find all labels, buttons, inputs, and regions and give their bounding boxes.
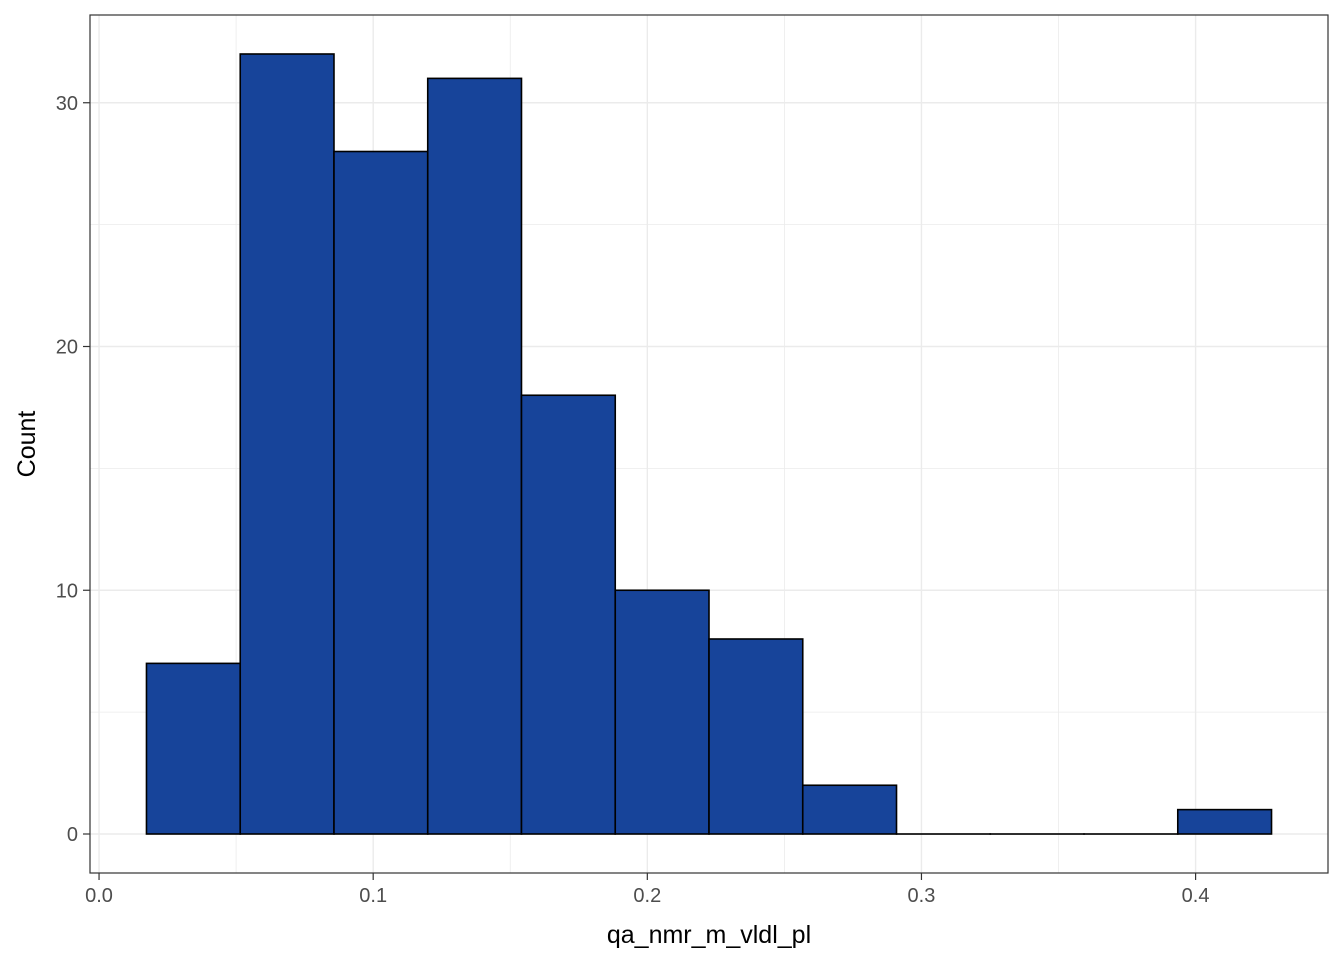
histogram-bar [426,77,523,835]
y-axis: 0 10 20 30 [56,93,90,846]
x-axis-title: qa_nmr_m_vldl_pl [607,921,811,949]
y-axis-title: Count [13,411,41,478]
y-tick-label: 30 [56,93,78,115]
histogram-bar [239,53,335,835]
x-tick-label: 0.1 [359,885,387,907]
x-tick-label: 0.4 [1182,885,1210,907]
x-tick-label: 0.2 [633,885,661,907]
y-tick-label: 0 [67,824,78,846]
histogram-bar [708,638,804,835]
histogram-bar [520,394,617,835]
x-tick-label: 0.3 [908,885,936,907]
y-tick-label: 10 [56,580,78,602]
histogram-bar [145,662,242,835]
histogram-bar [1176,808,1273,835]
bars [145,53,1273,835]
histogram-bar [614,589,710,835]
x-tick-label: 0.0 [85,885,113,907]
x-axis: 0.0 0.1 0.2 0.3 0.4 [85,873,1209,907]
panel-border [89,14,1329,874]
y-tick-label: 20 [56,337,78,359]
histogram-bar [801,784,898,835]
histogram-bar [333,150,429,835]
